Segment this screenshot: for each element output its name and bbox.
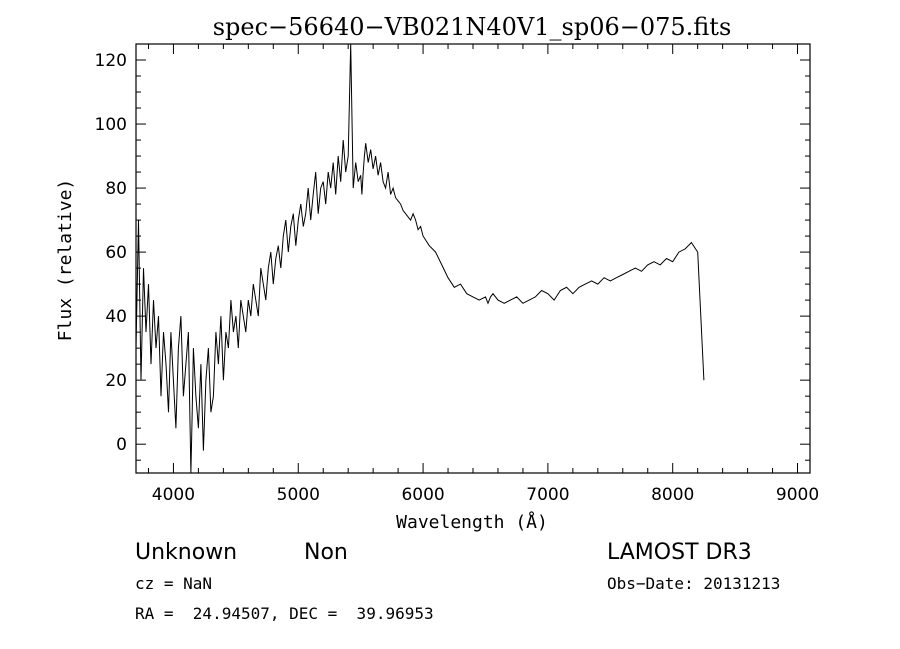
y-tick-label: 60 (105, 243, 127, 263)
axis-tick-labels: 4000 5000 6000 7000 8000 9000 0 20 40 60 80 100 120 (95, 51, 820, 505)
plot-frame (135, 43, 811, 474)
x-tick-label: 7000 (526, 485, 569, 505)
coords-label: RA = 24.94507, DEC = 39.96953 (135, 604, 434, 623)
y-tick-label: 20 (105, 371, 127, 391)
obs-date-label: Obs−Date: 20131213 (607, 574, 780, 593)
y-tick-label: 40 (105, 307, 127, 327)
y-tick-label: 120 (95, 51, 127, 71)
x-tick-label: 9000 (776, 485, 819, 505)
spectrum-line (135, 43, 705, 474)
x-tick-label: 4000 (152, 485, 195, 505)
y-tick-label: 80 (105, 179, 127, 199)
object-subclass: Non (304, 540, 348, 565)
x-tick-label: 8000 (651, 485, 694, 505)
x-tick-label: 6000 (401, 485, 444, 505)
chart-title: spec−56640−VB021N40V1_sp06−075.fits (213, 13, 732, 41)
y-axis-label: Flux (relative) (55, 179, 76, 342)
axis-ticks (136, 43, 810, 473)
x-tick-label: 5000 (277, 485, 320, 505)
x-axis-label: Wavelength (Å) (396, 511, 548, 533)
y-tick-label: 100 (95, 115, 127, 135)
y-tick-label: 0 (116, 435, 127, 455)
cz-label: cz = NaN (135, 574, 212, 593)
survey-label: LAMOST DR3 (607, 540, 752, 565)
object-class: Unknown (135, 540, 237, 565)
